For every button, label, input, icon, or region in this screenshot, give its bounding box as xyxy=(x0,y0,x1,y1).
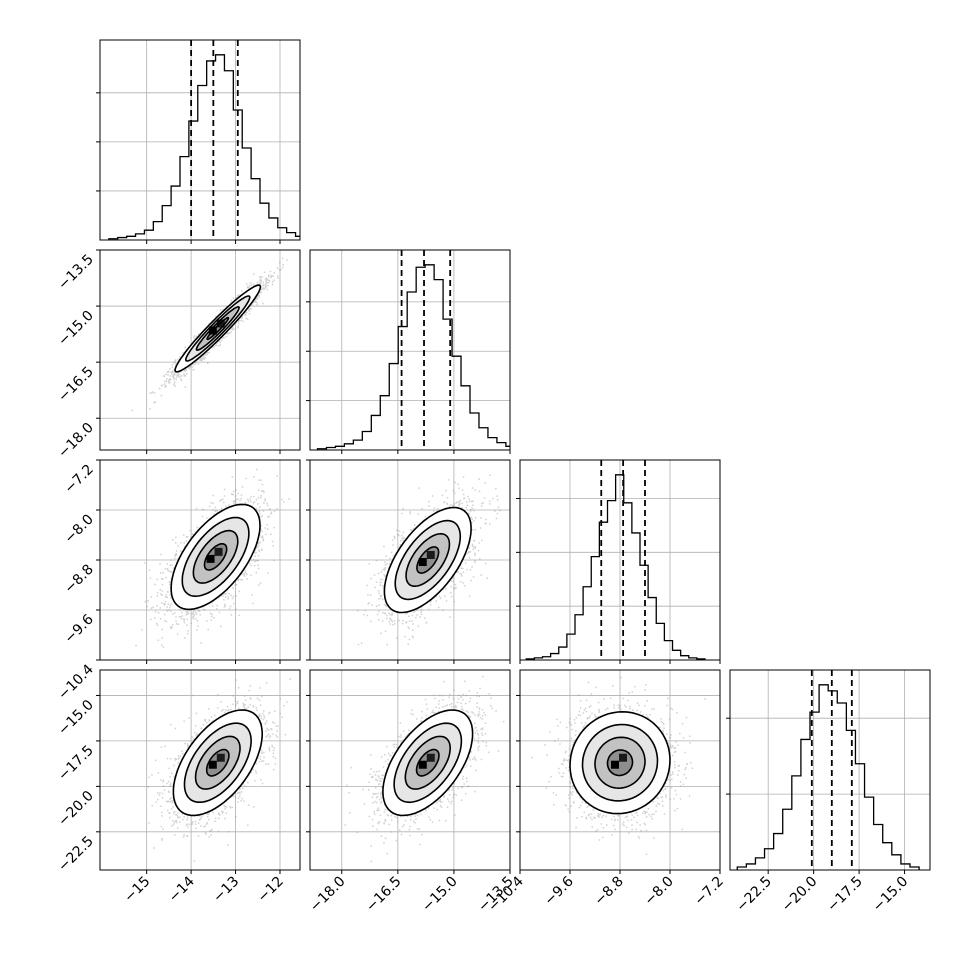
panel-2-1 xyxy=(96,249,301,454)
x-tick-label: −12 xyxy=(255,874,287,906)
y-tick-label: −15.0 xyxy=(55,308,97,350)
marginal-panel-2 xyxy=(306,249,511,454)
y-tick-label: −8.0 xyxy=(61,512,96,547)
y-tick-label: −22.5 xyxy=(55,833,97,875)
y-tick-label: −13.5 xyxy=(55,252,97,294)
marginal-panel-4 xyxy=(726,669,931,874)
contour-line xyxy=(181,516,250,598)
y-tick-label: −18.0 xyxy=(55,420,97,462)
contour-line xyxy=(172,709,263,817)
y-tick-label: −15.0 xyxy=(55,697,97,739)
panel-4-2 xyxy=(306,669,511,874)
histogram-step xyxy=(525,474,706,660)
contour-line xyxy=(404,735,452,790)
panel-3-2 xyxy=(306,459,511,664)
contour-line xyxy=(203,543,228,571)
contour-line xyxy=(581,723,659,802)
x-tick-label: −15.0 xyxy=(419,874,461,916)
x-tick-label: −20.0 xyxy=(779,874,821,916)
contour-line xyxy=(174,284,262,373)
histogram-step xyxy=(108,54,300,240)
y-tick-label: −7.2 xyxy=(61,462,96,497)
x-tick-label: −17.5 xyxy=(824,874,866,916)
density-core xyxy=(619,753,627,762)
x-tick-label: −9.6 xyxy=(541,873,576,908)
x-tick-label: −8.8 xyxy=(591,874,626,909)
density-core xyxy=(418,760,427,769)
x-tick-label: −8.0 xyxy=(641,874,676,909)
contour-line xyxy=(192,529,239,584)
x-tick-label: −15 xyxy=(121,874,153,906)
y-tick-label: −10.4 xyxy=(55,661,97,703)
marginal-panel-1 xyxy=(96,39,301,244)
histogram-step xyxy=(316,264,510,450)
panel-frame xyxy=(309,669,511,871)
panel-frame xyxy=(99,39,301,241)
panel-frame xyxy=(309,249,511,451)
panel-frame xyxy=(99,669,301,871)
density-core xyxy=(611,760,619,769)
contour-line xyxy=(394,519,462,601)
contour-line xyxy=(170,503,261,611)
contour-line xyxy=(206,316,230,341)
contour-line xyxy=(594,736,646,790)
x-tick-label: −7.2 xyxy=(691,874,726,909)
contour-line xyxy=(415,748,440,777)
contour-line xyxy=(184,295,251,362)
x-tick-label: −16.5 xyxy=(363,874,405,916)
contour-line xyxy=(569,710,671,815)
x-tick-label: −13 xyxy=(210,874,242,906)
density-core xyxy=(426,551,435,559)
panel-frame xyxy=(729,669,931,871)
density-core xyxy=(216,753,225,762)
density-core xyxy=(206,554,215,563)
contour-line xyxy=(416,546,440,574)
contour-line xyxy=(194,735,241,790)
density-core xyxy=(214,547,223,556)
marginal-panel-3 xyxy=(516,459,721,664)
y-tick-label: −9.6 xyxy=(61,611,96,646)
density-core xyxy=(418,558,427,566)
contour-line xyxy=(383,506,472,614)
panel-4-1 xyxy=(96,669,301,874)
y-tick-label: −16.5 xyxy=(55,364,97,406)
panel-4-3 xyxy=(516,669,721,874)
contour-line xyxy=(606,749,634,777)
contour-line xyxy=(405,533,451,587)
y-tick-label: −17.5 xyxy=(55,742,97,784)
contour-line xyxy=(205,748,230,777)
contour-line xyxy=(183,722,252,803)
histogram-step xyxy=(736,684,920,870)
panel-frame xyxy=(99,249,301,451)
x-tick-label: −22.5 xyxy=(733,874,775,916)
contour-line xyxy=(195,305,240,352)
y-tick-label: −8.8 xyxy=(61,562,96,597)
contour-line xyxy=(382,709,474,817)
density-core xyxy=(426,753,435,762)
x-tick-label: −14 xyxy=(166,873,198,905)
y-tick-label: −20.0 xyxy=(55,788,97,830)
x-tick-label: −15.0 xyxy=(870,874,912,916)
contour-line xyxy=(393,722,463,804)
density-core xyxy=(208,760,217,769)
panel-3-1 xyxy=(96,459,301,664)
x-tick-label: −18.0 xyxy=(307,874,349,916)
